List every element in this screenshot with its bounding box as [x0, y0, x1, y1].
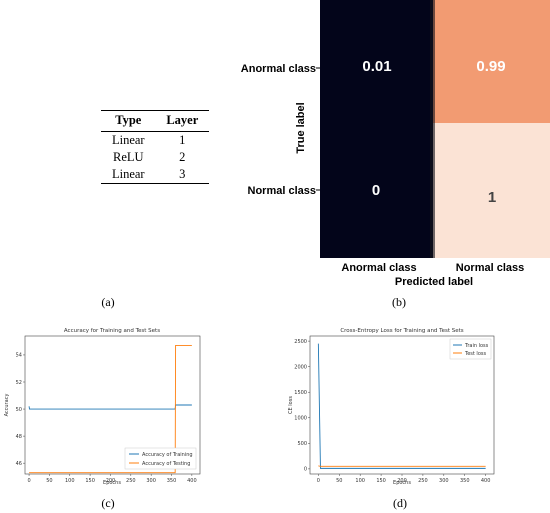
- y-tick-label: Normal class: [248, 185, 316, 197]
- x-tick-label: 0: [317, 478, 320, 484]
- x-tick-label: 50: [46, 478, 52, 484]
- layer-table: Type Layer Linear 1 ReLU 2 Linear 3: [101, 110, 209, 184]
- legend: Train loss Test loss: [449, 338, 492, 360]
- cell-value: 0: [372, 182, 380, 199]
- x-tick-label: Anormal class: [341, 262, 416, 274]
- legend: Accuracy of Training Accuracy of Testing: [124, 447, 197, 470]
- y-tick-label: 500: [297, 441, 307, 447]
- x-tick-label: Normal class: [456, 262, 524, 274]
- caption-a: (a): [101, 295, 115, 309]
- column-header-type: Type: [101, 110, 156, 132]
- y-tick-label: 50: [16, 407, 22, 413]
- series-line: [317, 343, 486, 469]
- y-tick-label: Anormal class: [241, 63, 316, 75]
- caption-c: (c): [101, 496, 115, 510]
- series-group: [317, 343, 486, 469]
- confusion-matrix: 0.01 0.99 0 1 Anormal class Normal class…: [241, 0, 550, 288]
- legend-label: Train loss: [464, 343, 489, 349]
- cell-value: 0.01: [362, 58, 391, 75]
- x-tick-label: 0: [27, 478, 30, 484]
- x-tick-label: 50: [336, 478, 342, 484]
- legend-box: [449, 338, 492, 360]
- caption-d: (d): [393, 496, 407, 510]
- caption-b: (b): [392, 295, 406, 309]
- series-line: [318, 465, 486, 467]
- y-tick-label: 0: [304, 467, 307, 473]
- x-tick-label: 250: [418, 478, 428, 484]
- table-cell: 2: [179, 150, 186, 164]
- cell-normal-normal: [433, 123, 550, 258]
- y-axis-label: True label: [295, 102, 307, 153]
- cell-value: 0.99: [476, 58, 505, 75]
- y-tick-label: 1500: [294, 390, 307, 396]
- table-cell: 1: [179, 133, 186, 147]
- cell-value: 1: [488, 189, 496, 206]
- x-tick-label: 200: [397, 478, 407, 484]
- chart-title: Accuracy for Training and Test Sets: [64, 328, 160, 334]
- x-tick-label: 400: [187, 478, 197, 484]
- legend-box: [124, 447, 197, 470]
- x-axis: 0 50 100 150 200 250 300 350 400: [27, 474, 197, 484]
- x-axis-label: Predicted label: [395, 276, 473, 288]
- cell-anormal-normal: [433, 0, 550, 123]
- loss-chart: Cross-Entropy Loss for Training and Test…: [288, 328, 495, 486]
- legend-label: Accuracy of Testing: [142, 461, 190, 467]
- x-tick-label: 300: [439, 478, 449, 484]
- table-header-row: Type Layer: [101, 110, 209, 132]
- table-cell: 3: [155, 166, 209, 184]
- y-tick-label: 52: [16, 380, 22, 386]
- table-cell: ReLU: [113, 150, 144, 164]
- y-axis: 0 500 1000 1500 2000 2500: [294, 339, 310, 473]
- column-header-layer: Layer: [155, 110, 209, 132]
- x-tick-label: 100: [355, 478, 365, 484]
- x-axis-label: Epochs: [393, 480, 411, 486]
- x-tick-label: 150: [85, 478, 95, 484]
- y-tick-label: 54: [16, 353, 22, 359]
- y-tick-label: 2500: [294, 339, 307, 345]
- y-tick-label: 48: [16, 434, 22, 440]
- series-line: [29, 345, 192, 474]
- x-tick-label: 350: [460, 478, 470, 484]
- x-tick-label: 150: [376, 478, 386, 484]
- y-axis-label: CE loss: [288, 396, 294, 414]
- table-row: Linear 3: [101, 166, 209, 184]
- plot-frame: [24, 335, 201, 475]
- x-tick-label: 300: [146, 478, 156, 484]
- table-row: Linear 1: [101, 132, 209, 150]
- x-axis-label: Epochs: [103, 480, 121, 486]
- table-cell: Linear: [101, 166, 156, 184]
- table-row: ReLU 2: [101, 149, 209, 166]
- cell-anormal-anormal: [320, 0, 433, 258]
- table-cell: Linear: [111, 133, 145, 147]
- y-axis: 46 48 50 52 54: [16, 353, 25, 467]
- x-tick-label: 400: [481, 478, 491, 484]
- x-tick-label: 350: [167, 478, 177, 484]
- x-tick-label: 250: [126, 478, 136, 484]
- x-tick-label: 200: [106, 478, 116, 484]
- chart-title: Cross-Entropy Loss for Training and Test…: [340, 328, 463, 334]
- legend-label: Test loss: [464, 351, 486, 357]
- cell-divider: [430, 0, 435, 258]
- series-line: [28, 404, 192, 410]
- y-tick-label: 46: [16, 461, 22, 467]
- y-axis-label: Accuracy: [4, 394, 10, 417]
- y-tick-label: 1000: [294, 416, 307, 422]
- series-group: [28, 345, 192, 474]
- y-tick-label: 2000: [294, 364, 307, 370]
- accuracy-chart: Accuracy for Training and Test Sets 0 50 1…: [4, 328, 201, 486]
- legend-label: Accuracy of Training: [142, 452, 193, 458]
- x-tick-label: 100: [65, 478, 75, 484]
- x-axis: 0 50 100 150 200 250 300 350 400: [317, 474, 491, 484]
